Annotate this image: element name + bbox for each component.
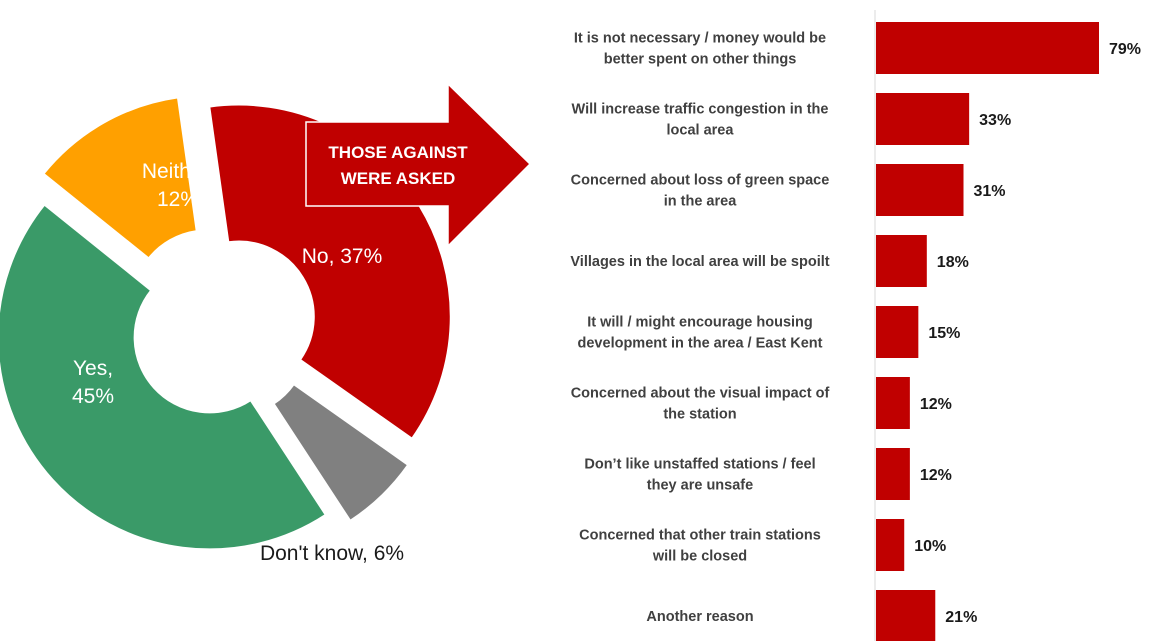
bar-chart: 79% It is not necessary / money would be b… xyxy=(570,10,1141,641)
bar xyxy=(876,22,1099,74)
callout-line-1: THOSE AGAINST xyxy=(328,143,468,162)
bar xyxy=(876,448,910,500)
bar-category-label: Concerned that other train stations will … xyxy=(579,528,821,565)
bar-value-label: 15% xyxy=(928,325,960,342)
bar-category-label: It will / might encourage housing develop… xyxy=(578,315,823,352)
callout-arrow: THOSE AGAINST WERE ASKED xyxy=(305,82,532,248)
donut-slice-label: Neither, 12% xyxy=(142,160,214,211)
bar-category-label: Concerned about the visual impact of the … xyxy=(571,386,830,423)
bar-category-label: Don’t like unstaffed stations / feel they… xyxy=(584,457,815,494)
bar-value-label: 10% xyxy=(914,538,946,555)
bar-value-label: 31% xyxy=(974,183,1006,200)
bar-value-label: 12% xyxy=(920,467,952,484)
donut-slice-label: Don't know, 6% xyxy=(260,542,404,565)
donut-slice-label: No, 37% xyxy=(302,245,383,268)
bar-value-label: 21% xyxy=(945,609,977,626)
bar xyxy=(876,519,905,571)
donut-slice xyxy=(272,382,410,523)
bar xyxy=(876,164,964,216)
donut-slice xyxy=(0,203,328,551)
bar-category-label: Villages in the local area will be spoil… xyxy=(570,254,829,270)
callout-line-2: WERE ASKED xyxy=(341,169,456,188)
bar-value-label: 79% xyxy=(1109,41,1141,58)
bar-value-label: 18% xyxy=(937,254,969,271)
bar xyxy=(876,306,919,358)
donut-slice xyxy=(42,96,198,260)
bar xyxy=(876,590,936,641)
bar-value-label: 12% xyxy=(920,396,952,413)
bar-value-label: 33% xyxy=(979,112,1011,129)
bar xyxy=(876,93,970,145)
bar-category-label: It is not necessary / money would be bett… xyxy=(574,31,826,68)
bar-category-label: Concerned about loss of green space in th… xyxy=(571,173,830,210)
bar xyxy=(876,235,927,287)
bar-category-label: Will increase traffic congestion in the l… xyxy=(572,102,829,139)
callout-arrow-shape xyxy=(305,82,532,248)
donut-slice-label: Yes, 45% xyxy=(72,357,114,408)
bar-category-label: Another reason xyxy=(646,609,753,625)
bar xyxy=(876,377,910,429)
